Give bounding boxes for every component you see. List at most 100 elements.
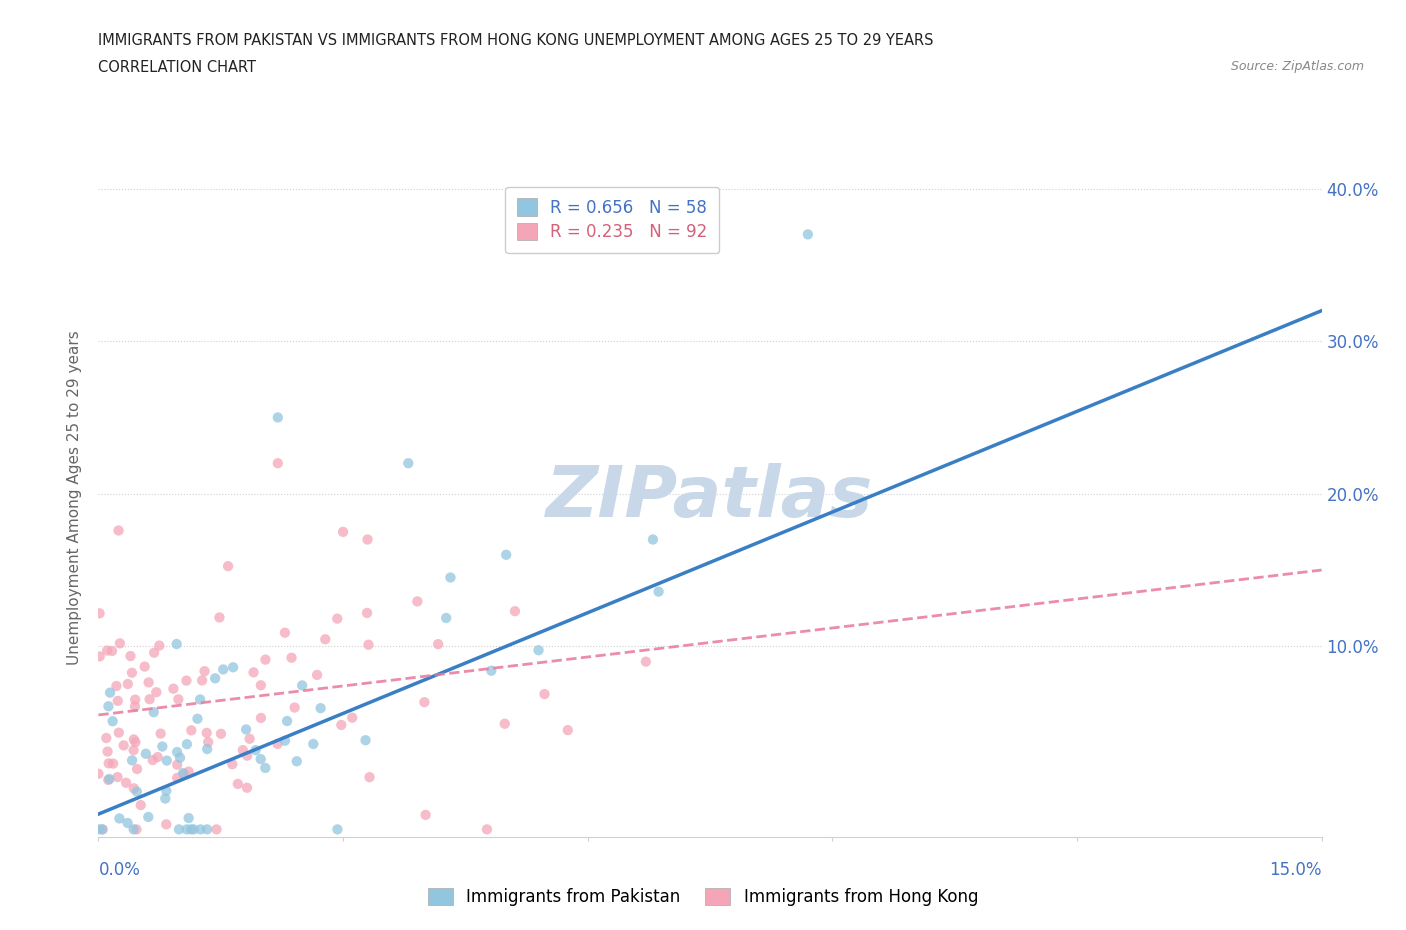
Point (87, 766, 110, 781)
Point (413, 695, 436, 710)
Point (533, 686, 555, 701)
Point (236, 749, 259, 764)
Point (396, 456, 419, 471)
Point (342, 711, 364, 725)
Point (212, 662, 235, 677)
Point (309, 700, 332, 715)
Point (120, 648, 142, 663)
Point (155, 817, 177, 831)
Point (190, 822, 212, 837)
Point (221, 757, 243, 772)
Point (146, 750, 169, 764)
Point (354, 733, 377, 748)
Point (307, 668, 329, 683)
Point (108, 725, 131, 740)
Point (245, 743, 267, 758)
Point (249, 751, 271, 766)
Point (98, 685, 121, 700)
Point (122, 732, 145, 747)
Point (274, 625, 297, 640)
Point (326, 822, 349, 837)
Point (124, 692, 146, 707)
Point (142, 752, 165, 767)
Point (91, 822, 114, 837)
Point (97, 756, 120, 771)
Point (356, 532, 378, 547)
Point (503, 604, 526, 618)
Point (180, 822, 202, 837)
Point (406, 594, 429, 609)
Point (176, 673, 198, 688)
Point (167, 822, 190, 837)
Point (156, 753, 179, 768)
Point (797, 227, 820, 242)
Point (359, 770, 381, 785)
Point (494, 716, 516, 731)
Point (166, 745, 188, 760)
Point (209, 726, 232, 741)
Point (276, 713, 298, 728)
Point (150, 739, 173, 754)
Point (117, 816, 139, 830)
Point (180, 723, 202, 737)
Point (122, 822, 145, 837)
Point (479, 663, 502, 678)
Point (195, 822, 218, 837)
Point (135, 746, 157, 761)
Point (155, 791, 177, 806)
Point (188, 692, 211, 707)
Point (121, 753, 143, 768)
Point (302, 737, 325, 751)
Point (138, 692, 160, 707)
Point (205, 822, 228, 837)
Point (235, 722, 257, 737)
Point (173, 767, 195, 782)
Point (634, 654, 657, 669)
Point (121, 665, 143, 680)
Point (332, 525, 354, 539)
Point (434, 610, 457, 625)
Point (495, 548, 517, 563)
Point (108, 636, 131, 651)
Point (439, 570, 461, 585)
Point (254, 652, 277, 667)
Y-axis label: Unemployment Among Ages 25 to 29 years: Unemployment Among Ages 25 to 29 years (67, 330, 83, 665)
Point (167, 692, 190, 707)
Point (176, 737, 198, 751)
Point (105, 679, 128, 694)
Point (280, 650, 302, 665)
Point (91, 822, 114, 837)
Point (232, 743, 254, 758)
Point (107, 523, 129, 538)
Point (284, 700, 307, 715)
Point (145, 684, 167, 699)
Point (250, 678, 273, 693)
Point (641, 532, 664, 547)
Point (101, 713, 124, 728)
Point (169, 751, 191, 765)
Point (129, 798, 152, 813)
Point (326, 611, 349, 626)
Point (267, 456, 290, 471)
Point (242, 665, 264, 680)
Point (427, 637, 450, 652)
Point (96, 731, 118, 746)
Point (143, 645, 166, 660)
Text: 15.0%: 15.0% (1270, 860, 1322, 879)
Point (166, 770, 188, 785)
Point (183, 822, 205, 837)
Point (107, 770, 129, 785)
Point (138, 675, 160, 690)
Text: IMMIGRANTS FROM PAKISTAN VS IMMIGRANTS FROM HONG KONG UNEMPLOYMENT AMONG AGES 25: IMMIGRANTS FROM PAKISTAN VS IMMIGRANTS F… (98, 33, 934, 47)
Point (191, 673, 214, 688)
Point (176, 822, 198, 837)
Point (101, 756, 124, 771)
Point (96, 643, 118, 658)
Point (134, 659, 156, 674)
Point (98, 772, 121, 787)
Point (222, 660, 245, 675)
Point (415, 807, 437, 822)
Point (197, 735, 219, 750)
Legend: R = 0.656   N = 58, R = 0.235   N = 92: R = 0.656 N = 58, R = 0.235 N = 92 (505, 187, 718, 253)
Point (217, 559, 239, 574)
